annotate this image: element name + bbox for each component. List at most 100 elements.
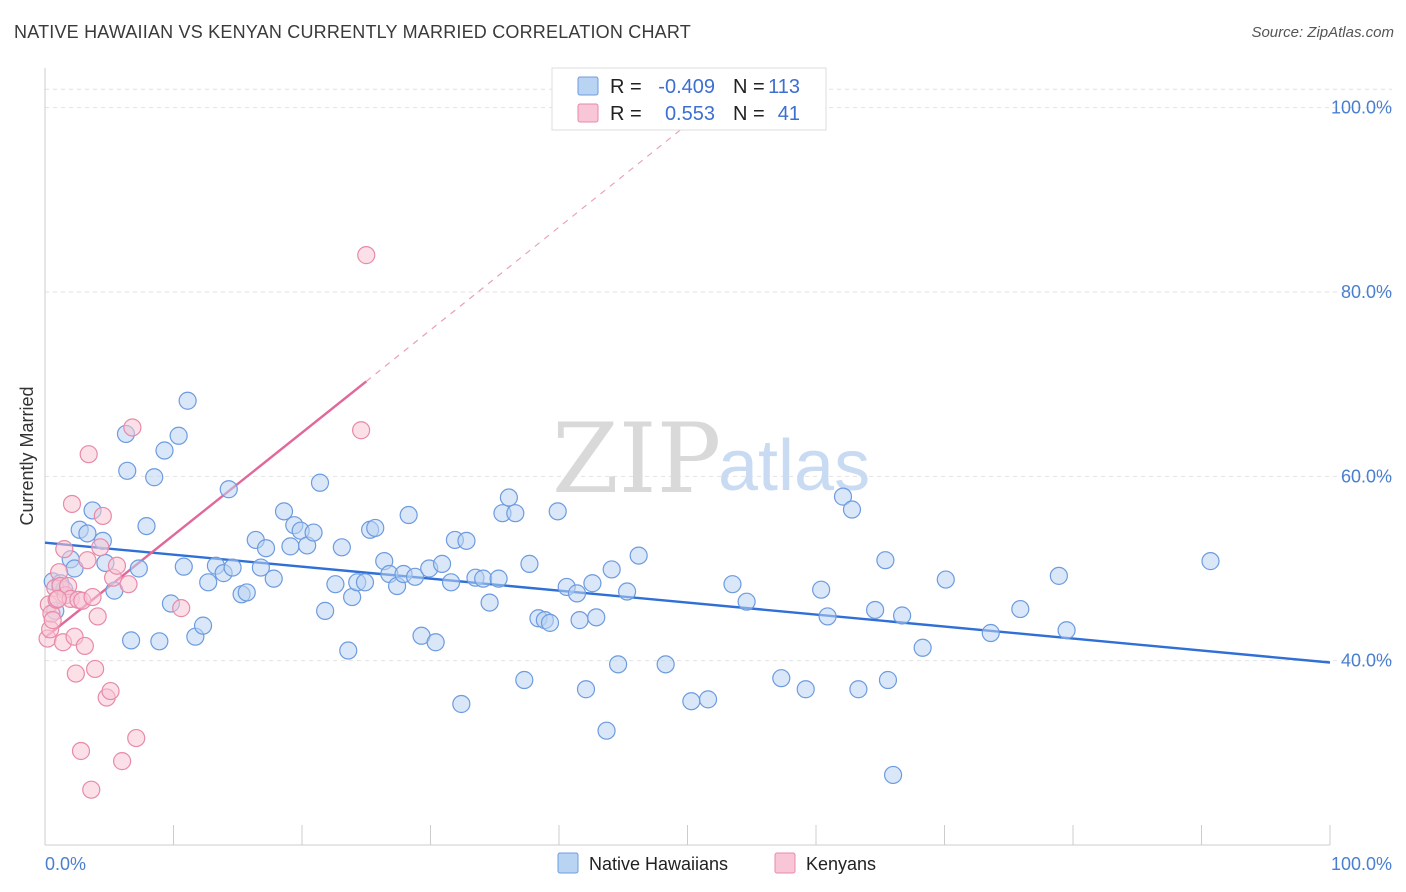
point-kenyan [107, 556, 127, 575]
point-native-hawaiian [121, 631, 141, 650]
point-kenyan [93, 506, 112, 526]
y-tick-label: 80.0% [1341, 282, 1392, 302]
point-native-hawaiian [426, 633, 445, 652]
point-kenyan [82, 780, 101, 799]
point-native-hawaiian [405, 567, 425, 586]
point-native-hawaiian [441, 573, 461, 592]
point-native-hawaiian [520, 554, 539, 573]
point-native-hawaiian [150, 632, 169, 651]
point-native-hawaiian [602, 560, 621, 579]
point-native-hawaiian [237, 583, 256, 602]
point-native-hawaiian [174, 557, 193, 576]
point-kenyan [101, 681, 120, 701]
point-native-hawaiian [583, 574, 602, 593]
point-native-hawaiian [457, 531, 476, 550]
point-native-hawaiian [251, 558, 270, 577]
legend-r-value-kenyans: 0.553 [665, 103, 715, 125]
point-native-hawaiian [866, 600, 885, 620]
point-native-hawaiian [587, 608, 606, 627]
point-kenyan [86, 659, 105, 679]
point-native-hawaiian [432, 554, 452, 573]
point-native-hawaiian [576, 680, 596, 699]
point-native-hawaiian [326, 575, 345, 594]
point-native-hawaiian [137, 516, 156, 536]
point-native-hawaiian [597, 721, 616, 740]
point-native-hawaiian [129, 559, 148, 578]
legend-n-value-native-hawaiians: 113 [768, 76, 800, 98]
point-native-hawaiian [193, 616, 213, 635]
point-native-hawaiian [355, 573, 375, 592]
legend-n-label: N = [733, 103, 765, 125]
x-tick-label: 0.0% [45, 854, 86, 874]
point-native-hawaiian [489, 569, 508, 588]
point-native-hawaiian [540, 613, 560, 632]
point-native-hawaiian [1049, 566, 1068, 585]
point-kenyan [88, 607, 107, 626]
point-native-hawaiian [883, 765, 903, 785]
point-kenyan [83, 587, 102, 607]
point-kenyan [91, 538, 110, 557]
chart-title: NATIVE HAWAIIAN VS KENYAN CURRENTLY MARR… [14, 22, 691, 42]
point-native-hawaiian [339, 641, 358, 660]
point-native-hawaiian [452, 694, 471, 714]
point-native-hawaiian [78, 524, 97, 543]
point-native-hawaiian [316, 601, 335, 620]
point-native-hawaiian [506, 504, 525, 523]
legend-r-label: R = [610, 103, 642, 125]
axes [44, 68, 1331, 846]
x-tick-label: 100.0% [1331, 854, 1392, 874]
grid [45, 88, 1392, 662]
series-legend-label-native-hawaiians: Native Hawaiians [589, 854, 728, 874]
point-native-hawaiian [499, 488, 518, 507]
point-native-hawaiian [833, 487, 853, 506]
point-native-hawaiian [310, 473, 330, 492]
point-native-hawaiian [399, 505, 418, 525]
point-native-hawaiian [772, 669, 791, 688]
point-native-hawaiian [936, 570, 955, 589]
point-kenyan [352, 421, 371, 440]
watermark-zip: ZIP [552, 403, 721, 515]
source-label: Source: ZipAtlas.com [1251, 24, 1394, 41]
point-kenyan [75, 636, 94, 656]
point-native-hawaiian [223, 558, 242, 577]
point-native-hawaiian [515, 670, 534, 690]
legend-n-value-kenyans: 41 [778, 103, 800, 125]
point-native-hawaiian [656, 655, 675, 674]
point-native-hawaiian [281, 537, 300, 556]
point-native-hawaiian [1011, 599, 1030, 619]
point-native-hawaiian [199, 573, 218, 592]
point-native-hawaiian [570, 611, 589, 630]
point-native-hawaiian [274, 502, 294, 521]
point-kenyan [62, 494, 82, 514]
point-native-hawaiian [178, 391, 197, 410]
y-tick-label: 40.0% [1341, 651, 1392, 671]
legend-n-label: N = [733, 76, 765, 98]
point-kenyan [71, 741, 91, 761]
point-native-hawaiian [548, 502, 567, 521]
y-axis-label: Currently Married [17, 386, 37, 525]
point-native-hawaiian [480, 593, 499, 612]
point-kenyan [79, 445, 98, 464]
watermark: ZIP atlas [552, 403, 870, 515]
point-native-hawaiian [849, 680, 868, 699]
series-legend-label-kenyans: Kenyans [806, 854, 876, 874]
point-native-hawaiian [474, 569, 493, 588]
legend-r-value-native-hawaiians: -0.409 [658, 76, 715, 98]
point-native-hawaiian [698, 690, 718, 709]
point-native-hawaiian [842, 500, 862, 519]
point-native-hawaiian [256, 539, 276, 558]
point-native-hawaiian [629, 546, 648, 565]
trend-lines [44, 123, 1331, 664]
series-legend-swatch-native-hawaiians [557, 852, 579, 874]
point-native-hawaiian [118, 461, 137, 480]
point-native-hawaiian [1057, 621, 1076, 640]
point-native-hawaiian [878, 670, 898, 690]
point-native-hawaiian [169, 426, 188, 445]
trend-line-kenyans-extension [365, 123, 688, 382]
point-kenyan [357, 246, 376, 265]
point-native-hawaiian [366, 518, 385, 538]
point-kenyan [123, 418, 142, 437]
point-native-hawaiian [981, 623, 1000, 643]
point-native-hawaiian [818, 607, 837, 626]
